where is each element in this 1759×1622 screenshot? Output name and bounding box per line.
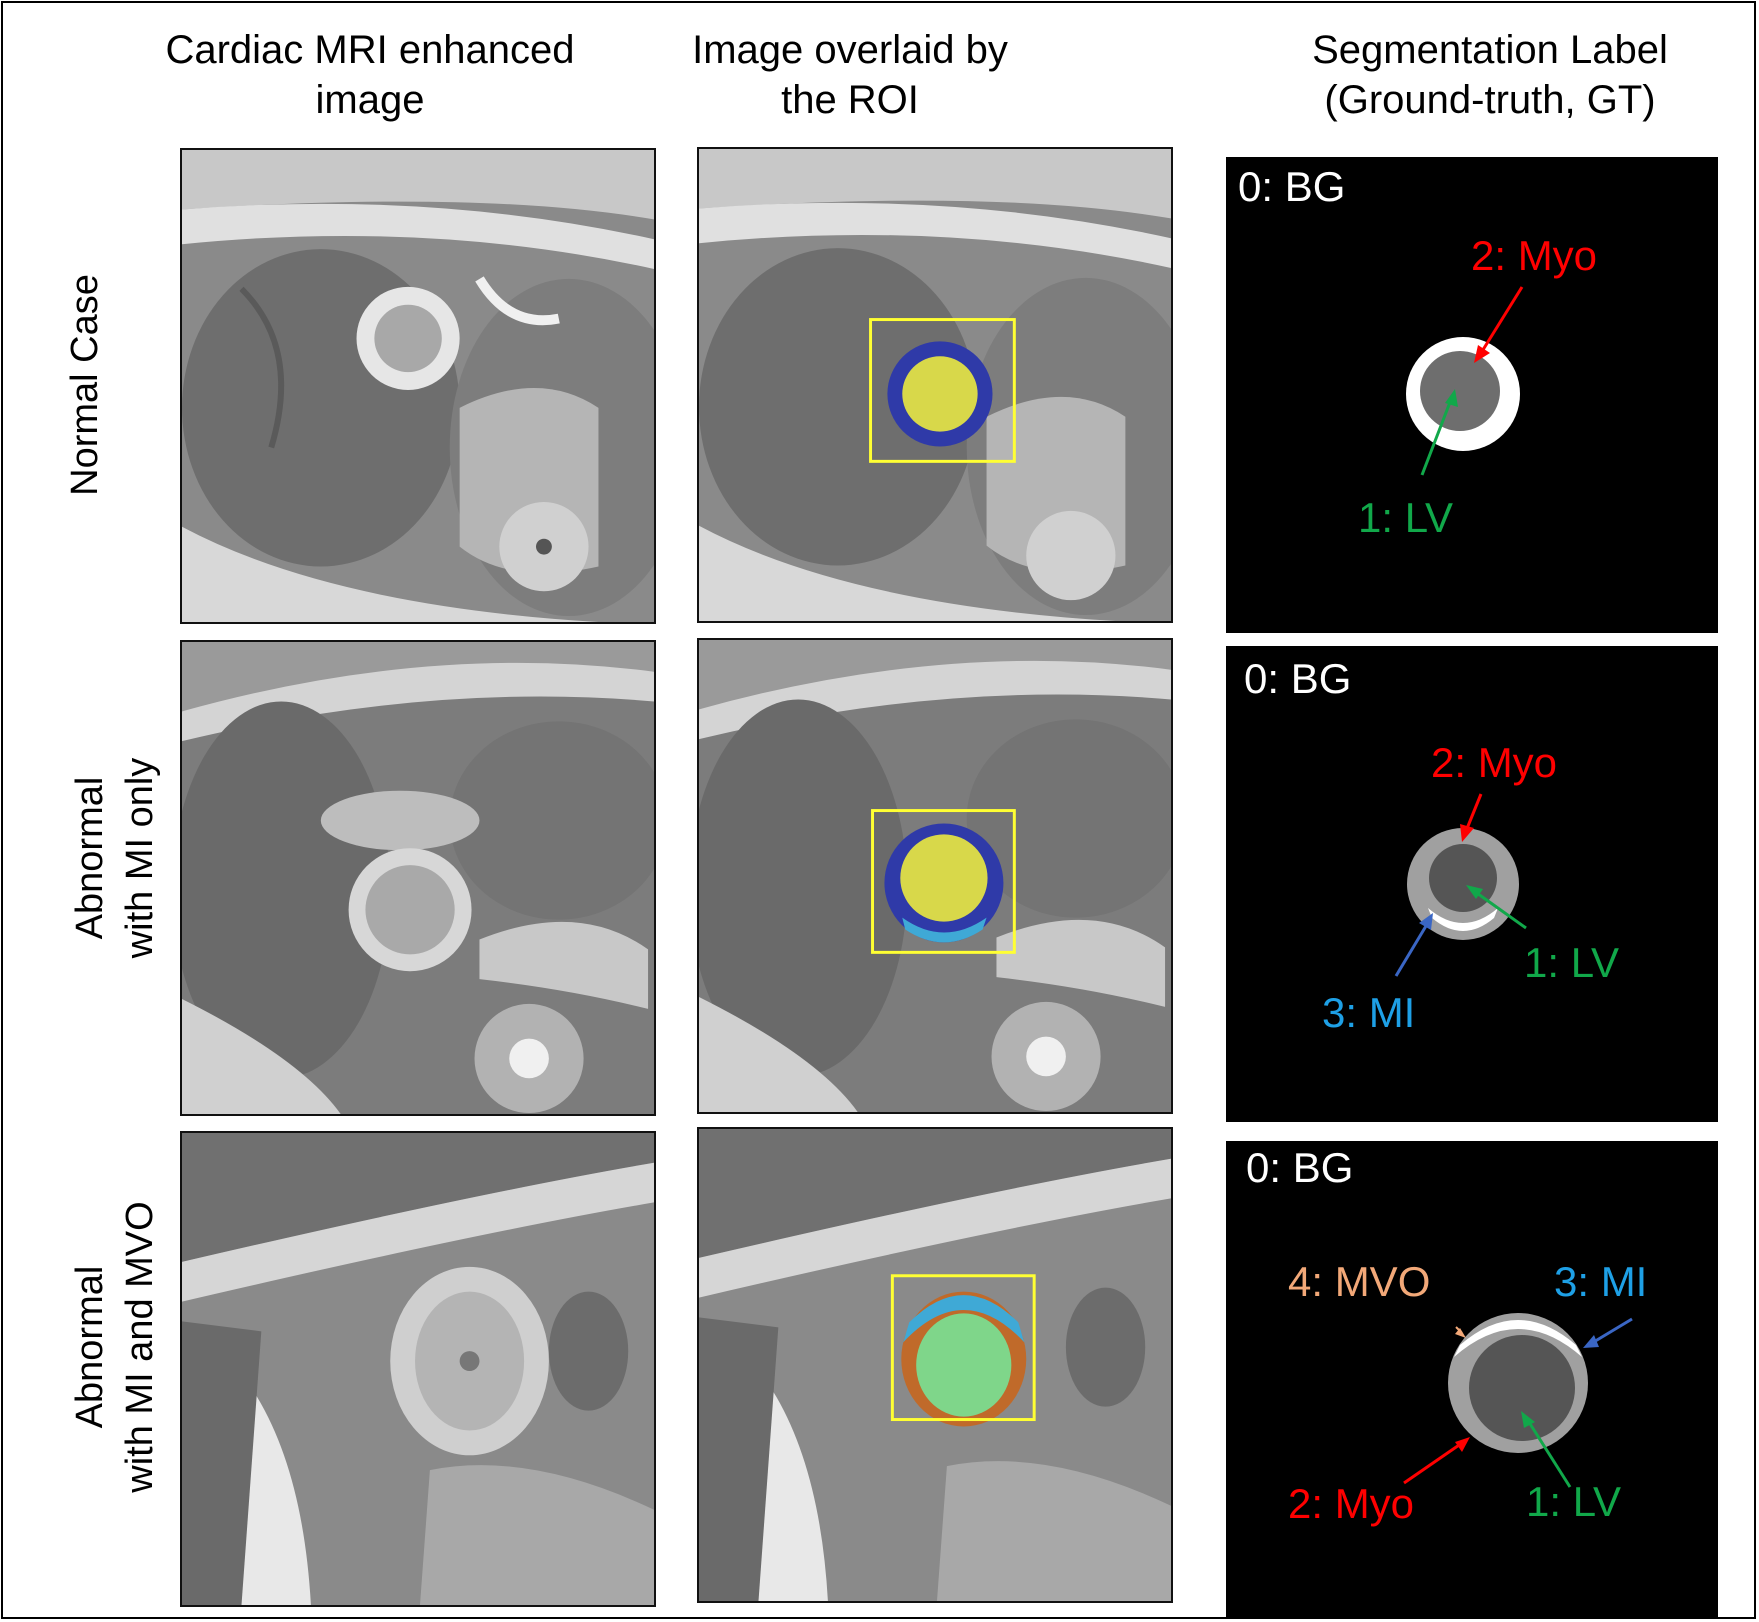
mri-image-normal [180,148,656,624]
seg-label-mi-mvo: 0: BG 4: MVO 3: MI 2: Myo 1: LV [1226,1141,1718,1617]
roi-box [890,1274,1036,1422]
seg-label-normal: 0: BG 2: Myo 1: LV [1226,157,1718,633]
seg-mi-label: 3: MI [1322,989,1416,1036]
seg-mvo-label: 4: MVO [1288,1258,1431,1305]
seg-lv-region [1469,1335,1575,1441]
seg-lv-label: 1: LV [1524,939,1619,986]
seg-lv-label: 1: LV [1526,1478,1621,1525]
header-enhanced-line1: Cardiac MRI enhanced [165,28,575,72]
seg-label-mi-only: 0: BG 2: Myo 1: LV 3: MI [1226,646,1718,1122]
seg-bg-label: 0: BG [1244,655,1352,702]
seg-mi-label: 3: MI [1554,1258,1648,1305]
overlay-image-normal [697,147,1173,623]
header-label-line2: (Ground-truth, GT) [1324,78,1656,122]
seg-mi-region [1454,1320,1582,1357]
row-label-mi-mvo-line1: Abnormal [69,1265,111,1429]
overlay-image-mi-only [697,638,1173,1114]
overlay-mi-region [902,917,987,943]
row-label-normal-line1: Normal Case [64,274,106,496]
row-label-normal: Normal Case [60,145,110,625]
seg-bg-label: 0: BG [1238,163,1346,210]
roi-box [869,318,1016,463]
overlay-lv-region [916,1313,1012,1417]
seg-lv-region [1420,351,1500,431]
mri-image-mi-mvo [180,1131,656,1607]
header-label-line1: Segmentation Label [1312,28,1668,72]
header-enhanced-image: Cardiac MRI enhanced image [160,25,580,125]
overlay-lv-region [900,834,988,922]
seg-myo-label: 2: Myo [1431,739,1558,786]
row-label-mi-mvo: Abnormal with MI and MVO [65,1107,165,1587]
overlay-mi-region [903,1295,1025,1343]
row-label-mi-only: Abnormal with MI only [65,618,165,1098]
roi-box [871,809,1016,954]
header-overlay-image: Image overlaid by the ROI [640,25,1060,125]
header-segmentation-label: Segmentation Label (Ground-truth, GT) [1240,25,1740,125]
seg-mi-region [1428,908,1498,931]
header-overlay-line1: Image overlaid by [692,28,1008,72]
header-overlay-line2: the ROI [781,78,919,122]
row-label-mi-only-line1: Abnormal [69,776,111,940]
row-label-mi-mvo-line2: with MI and MVO [119,1201,161,1493]
overlay-lv-region [902,356,978,432]
seg-myo-label: 2: Myo [1471,232,1598,279]
seg-lv-label: 1: LV [1358,494,1453,541]
row-label-mi-only-line2: with MI only [119,757,161,959]
mri-image-mi-only [180,640,656,1116]
seg-bg-label: 0: BG [1246,1144,1354,1191]
overlay-image-mi-mvo [697,1127,1173,1603]
seg-myo-label: 2: Myo [1288,1480,1415,1527]
header-enhanced-line2: image [315,78,425,122]
